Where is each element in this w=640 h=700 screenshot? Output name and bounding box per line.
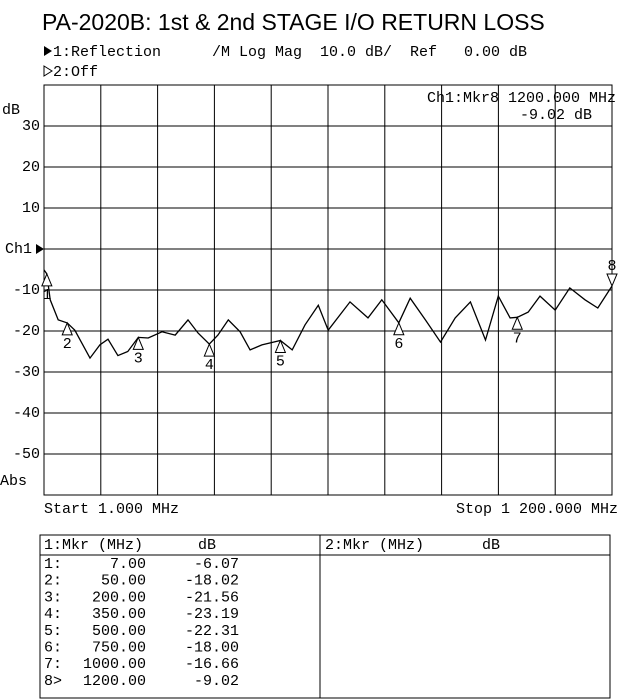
- marker: [393, 321, 405, 336]
- marker-label: 2: [63, 336, 72, 353]
- y-tick-label: 20: [22, 159, 40, 176]
- marker-readout: -9.02 dB: [520, 107, 592, 124]
- table-cell: 7:: [44, 656, 62, 673]
- channel1-indicator: [44, 46, 52, 56]
- y-tick-label: -30: [13, 364, 40, 381]
- marker-label: 7: [513, 330, 522, 347]
- marker-label: 4: [205, 357, 214, 374]
- marker: [274, 339, 287, 353]
- table-header: 2:Mkr (MHz): [325, 537, 424, 554]
- table-cell: 350.00: [92, 606, 146, 623]
- start-label: Start 1.000 MHz: [44, 501, 179, 518]
- table-cell: 4:: [44, 606, 62, 623]
- table-cell: -21.56: [185, 589, 239, 606]
- table-cell: 5:: [44, 623, 62, 640]
- table-header: dB: [198, 537, 216, 554]
- channel1: 1:Reflection: [53, 44, 161, 61]
- y-tick-label: -40: [13, 405, 40, 422]
- table-cell: -23.19: [185, 606, 239, 623]
- y-tick-label: 10: [22, 200, 40, 217]
- reference-indicator: [36, 244, 44, 254]
- marker-table-frame: [39, 534, 611, 699]
- stop-label: Stop 1 200.000 MHz: [456, 501, 618, 518]
- y-tick-label: -20: [13, 323, 40, 340]
- marker-label: 1: [42, 287, 51, 304]
- table-header: 1:Mkr (MHz): [44, 537, 143, 554]
- marker-label: 6: [394, 336, 403, 353]
- table-cell: 1000.00: [83, 656, 146, 673]
- channel2: 2:Off: [53, 64, 98, 81]
- table-cell: 6:: [44, 639, 62, 656]
- table-cell: 1200.00: [83, 673, 146, 690]
- marker-label: 8: [607, 258, 616, 275]
- marker-label: 5: [276, 353, 285, 370]
- table-cell: -6.07: [194, 556, 239, 573]
- table-cell: 200.00: [92, 589, 146, 606]
- y-tick-label: 30: [22, 118, 40, 135]
- marker-label: 3: [134, 350, 143, 367]
- y-tick-label: -50: [13, 446, 40, 463]
- marker: [511, 316, 524, 330]
- table-cell: -9.02: [194, 673, 239, 690]
- marker: [132, 336, 145, 350]
- marker: [61, 321, 73, 336]
- table-cell: 50.00: [101, 573, 146, 590]
- table-cell: 750.00: [92, 639, 146, 656]
- table-header: dB: [482, 537, 500, 554]
- table-cell: 1:: [44, 556, 62, 573]
- table-cell: 7.00: [110, 556, 146, 573]
- table-cell: 3:: [44, 589, 62, 606]
- marker: [41, 272, 53, 287]
- chart-title: PA-2020B: 1st & 2nd STAGE I/O RETURN LOS…: [42, 9, 545, 35]
- table-cell: -22.31: [185, 623, 239, 640]
- marker: [203, 342, 216, 357]
- channel1-settings: /M Log Mag 10.0 dB/ Ref 0.00 dB: [212, 44, 527, 61]
- y-tick-label: Ch1: [5, 241, 32, 258]
- marker-readout: Ch1:Mkr8 1200.000 MHz: [427, 90, 616, 107]
- y-axis-label: dB: [2, 102, 20, 119]
- format-label: Abs: [0, 473, 27, 490]
- y-tick-label: -10: [13, 282, 40, 299]
- trace: [43, 269, 613, 360]
- table-cell: 8>: [44, 673, 62, 690]
- table-cell: -16.66: [185, 656, 239, 673]
- table-cell: 500.00: [92, 623, 146, 640]
- marker: [606, 273, 618, 288]
- table-cell: 2:: [44, 573, 62, 590]
- table-cell: -18.02: [185, 573, 239, 590]
- channel2-indicator: [43, 65, 53, 77]
- table-cell: -18.00: [185, 639, 239, 656]
